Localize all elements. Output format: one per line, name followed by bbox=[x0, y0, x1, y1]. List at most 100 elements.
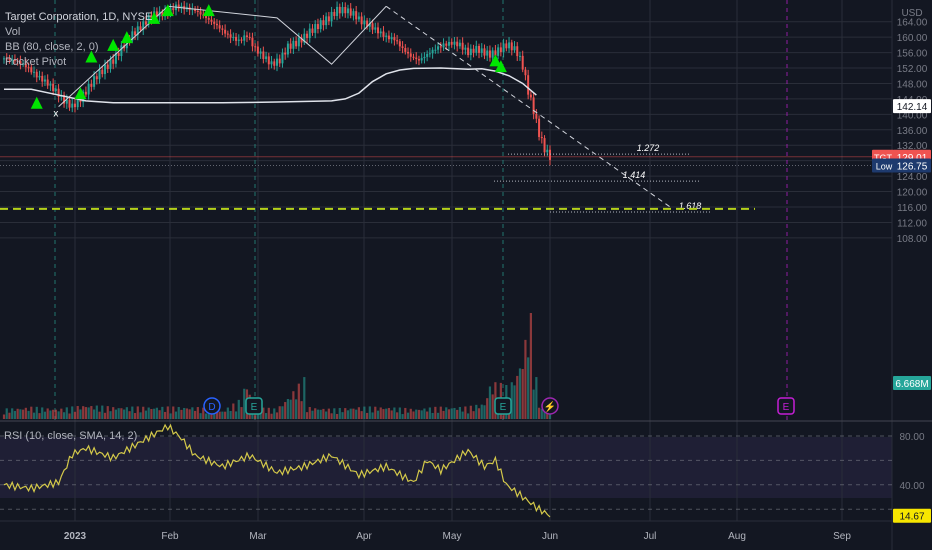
candle-body bbox=[412, 56, 415, 58]
price-tick-label: 136.00 bbox=[897, 126, 928, 137]
volume-bar bbox=[415, 409, 418, 419]
earnings-marker bbox=[494, 397, 512, 415]
candle-body bbox=[22, 63, 25, 65]
volume-bar bbox=[147, 407, 150, 419]
volume-bar bbox=[114, 409, 118, 419]
candle-body bbox=[401, 46, 404, 49]
candle-body bbox=[355, 11, 358, 20]
candle-body bbox=[221, 28, 224, 30]
volume-bar bbox=[57, 411, 60, 419]
volume-bar bbox=[166, 406, 169, 419]
candle-body bbox=[390, 37, 393, 40]
volume-bar bbox=[344, 408, 347, 419]
volume-bar bbox=[510, 382, 513, 419]
volume-bar bbox=[445, 407, 448, 419]
time-axis-label: Aug bbox=[728, 531, 746, 542]
volume-bar bbox=[535, 377, 538, 419]
time-axis-label: Mar bbox=[249, 531, 267, 542]
price-tick-label: 108.00 bbox=[897, 234, 928, 245]
volume-bar bbox=[213, 410, 216, 419]
volume-bar bbox=[458, 407, 462, 419]
legend-vol[interactable]: Vol bbox=[5, 26, 21, 38]
candle-body bbox=[431, 49, 434, 54]
volume-bar bbox=[426, 411, 429, 419]
candle-body bbox=[532, 97, 535, 114]
candle-body bbox=[65, 99, 68, 104]
volume-bar bbox=[532, 389, 535, 419]
volume-bar bbox=[73, 411, 77, 419]
volume-bar bbox=[133, 413, 137, 419]
candle-body bbox=[549, 149, 551, 160]
legend-symbol[interactable]: Target Corporation, 1D, NYSE bbox=[5, 11, 153, 23]
candle-body bbox=[210, 19, 213, 22]
volume-bar bbox=[117, 408, 120, 419]
candle-body bbox=[71, 103, 74, 108]
candle-body bbox=[273, 61, 276, 66]
fib-label: 1.272 bbox=[637, 143, 660, 153]
volume-bar bbox=[62, 412, 66, 419]
candle-body bbox=[480, 48, 483, 53]
candle-body bbox=[316, 24, 319, 30]
candle-body bbox=[516, 46, 519, 57]
event-marker-label: D bbox=[208, 402, 215, 413]
candle-body bbox=[251, 37, 254, 47]
candle-body bbox=[325, 16, 328, 26]
volume-bar bbox=[548, 410, 552, 419]
volume-bar bbox=[43, 411, 47, 419]
earnings-marker bbox=[777, 397, 795, 415]
volume-bar bbox=[128, 411, 131, 419]
candle-body bbox=[478, 45, 481, 53]
candle-body bbox=[540, 136, 543, 139]
volume-bar bbox=[371, 412, 374, 419]
volume-bar bbox=[341, 412, 344, 419]
candle-body bbox=[360, 16, 363, 25]
volume-bar bbox=[281, 406, 284, 419]
volume-bar bbox=[467, 413, 470, 419]
candle-body bbox=[240, 39, 243, 41]
volume-bar bbox=[229, 410, 232, 419]
volume-bar bbox=[101, 405, 104, 419]
volume-bar bbox=[308, 407, 311, 419]
volume-bar bbox=[30, 406, 33, 419]
symbol-badge: TGT bbox=[874, 153, 892, 163]
time-axis-label: Jul bbox=[644, 531, 657, 542]
volume-bar bbox=[434, 406, 437, 419]
volume-bar bbox=[363, 406, 366, 419]
rsi-pane bbox=[0, 421, 892, 521]
legend-rsi[interactable]: RSI (10, close, SMA, 14, 2) bbox=[4, 430, 138, 442]
event-marker-label: E bbox=[251, 402, 258, 413]
event-marker-label: ⚡ bbox=[544, 400, 556, 413]
candle-body bbox=[521, 55, 524, 70]
volume-bar bbox=[286, 399, 290, 419]
volume-bar bbox=[98, 411, 101, 419]
candle-body bbox=[278, 58, 281, 64]
legend-bb[interactable]: BB (80, close, 2, 0) bbox=[5, 41, 99, 53]
candle-body bbox=[385, 35, 388, 37]
legend-pocket-pivot[interactable]: Pocket Pivot bbox=[5, 56, 67, 68]
candle-body bbox=[447, 41, 450, 46]
candle-body bbox=[456, 41, 459, 47]
candle-body bbox=[109, 59, 112, 69]
volume-bar bbox=[172, 406, 175, 419]
volume-bar bbox=[185, 408, 189, 419]
pocket-pivot-marker bbox=[30, 96, 43, 109]
volume-bar bbox=[191, 407, 194, 419]
candle-body bbox=[423, 56, 426, 59]
volume-bar bbox=[453, 407, 456, 419]
pocket-pivot-marker bbox=[161, 4, 174, 17]
volume-bar bbox=[163, 411, 167, 419]
fib-label: 1.618 bbox=[679, 201, 702, 211]
candle-body bbox=[363, 20, 366, 25]
candle-body bbox=[494, 50, 497, 56]
volume-bar bbox=[540, 408, 543, 419]
candle-body bbox=[229, 34, 232, 38]
candle-body bbox=[407, 51, 410, 54]
price-tick-label: 112.00 bbox=[897, 218, 927, 229]
volume-bar bbox=[491, 394, 494, 419]
candle-body bbox=[215, 23, 218, 26]
volume-bar bbox=[543, 411, 546, 419]
candle-body bbox=[120, 45, 123, 57]
candle-body bbox=[76, 98, 79, 108]
time-axis-label: Jun bbox=[542, 531, 558, 542]
